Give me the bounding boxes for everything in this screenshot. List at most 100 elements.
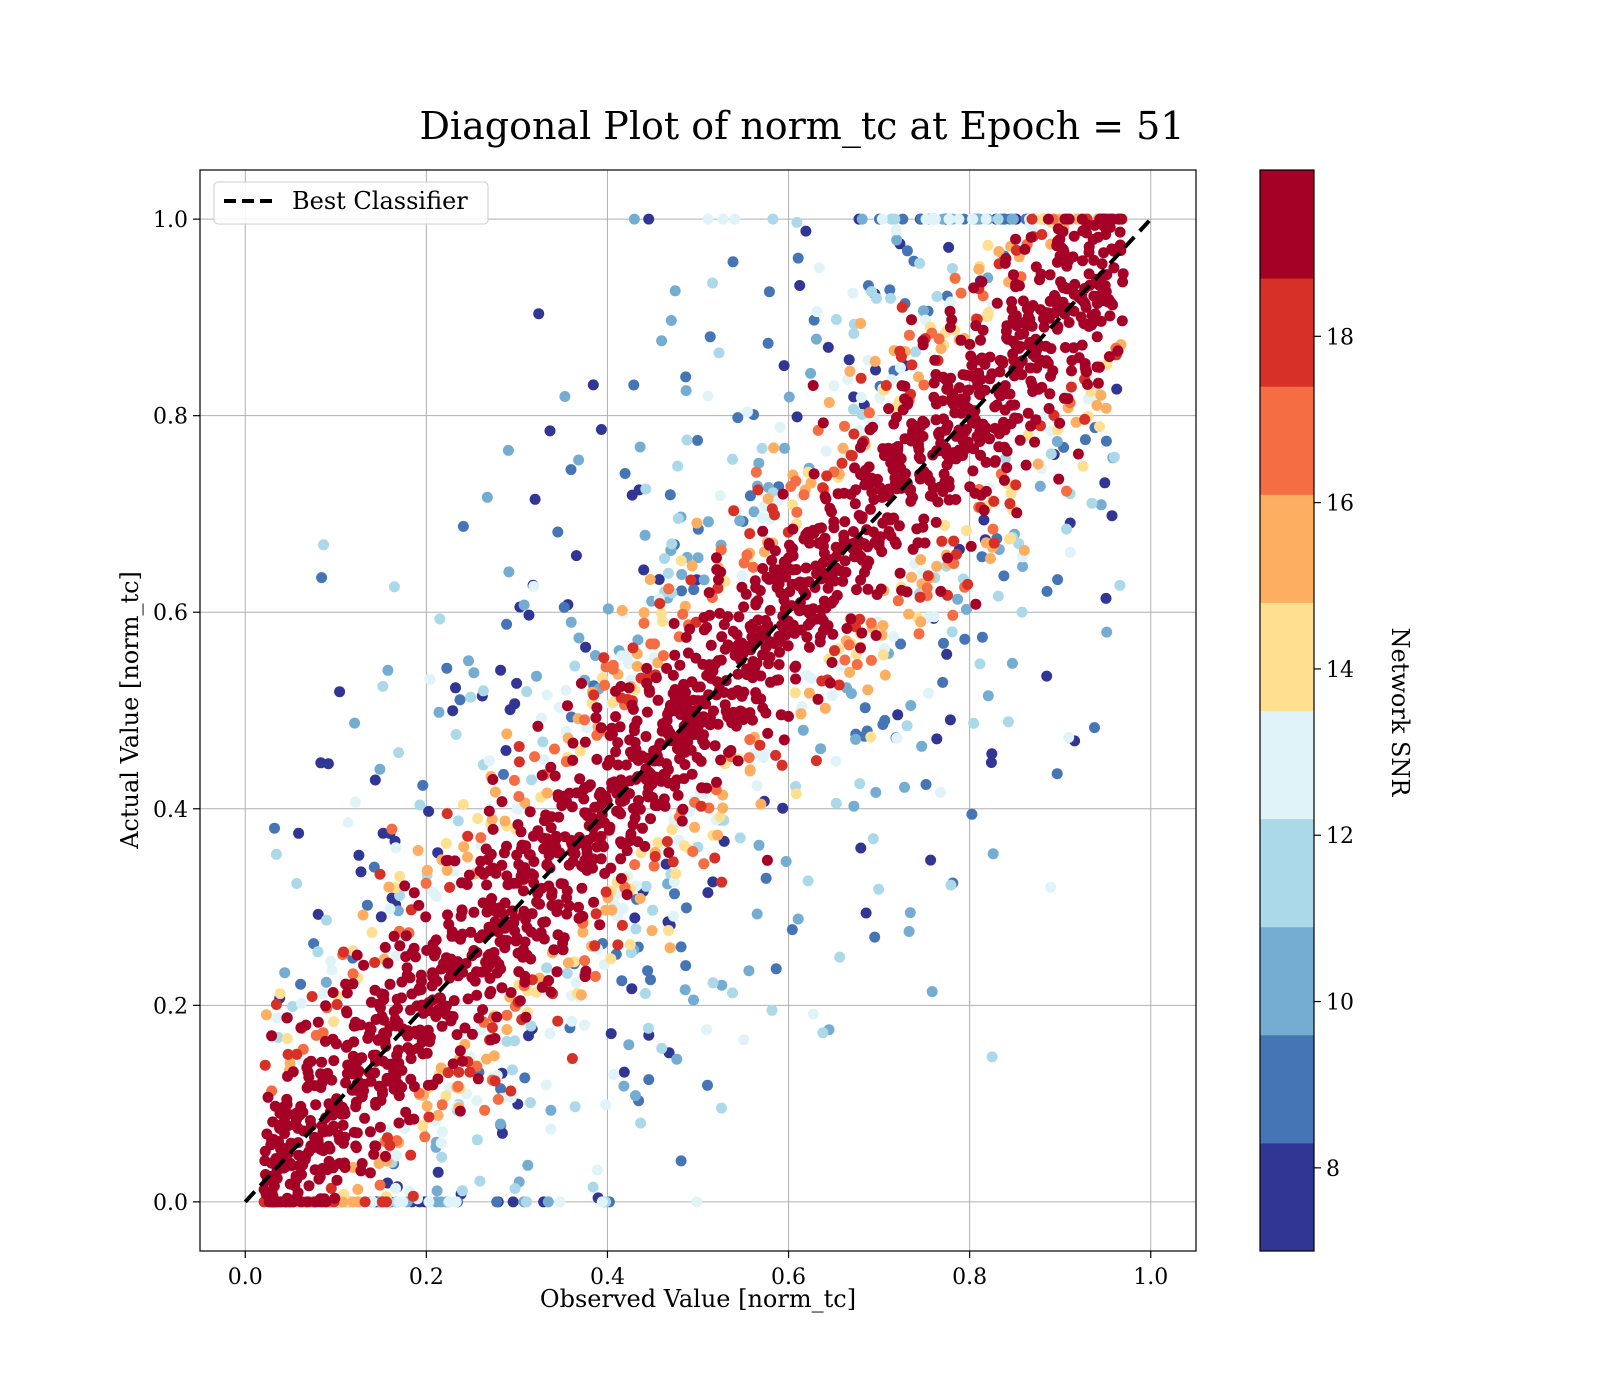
scatter-point bbox=[790, 788, 802, 800]
scatter-point bbox=[424, 673, 436, 685]
scatter-point bbox=[393, 1117, 405, 1129]
scatter-point bbox=[1116, 315, 1128, 327]
scatter-point bbox=[634, 893, 646, 904]
scatter-point bbox=[702, 516, 714, 528]
scatter-point bbox=[823, 397, 835, 408]
scatter-point bbox=[912, 537, 924, 549]
scatter-point bbox=[644, 686, 655, 698]
scatter-point bbox=[615, 873, 627, 884]
scatter-point bbox=[1106, 213, 1118, 225]
scatter-point bbox=[855, 442, 866, 453]
scatter-point bbox=[459, 1022, 471, 1034]
scatter-point bbox=[880, 380, 892, 391]
scatter-point bbox=[554, 1196, 566, 1208]
scatter-point bbox=[945, 879, 957, 891]
y-tick-label: 0.0 bbox=[153, 1191, 188, 1216]
scatter-point bbox=[330, 1038, 342, 1050]
scatter-point bbox=[884, 514, 896, 526]
scatter-point bbox=[382, 957, 394, 969]
scatter-point bbox=[929, 354, 941, 366]
scatter-point bbox=[428, 969, 440, 981]
scatter-point bbox=[468, 667, 480, 679]
scatter-point bbox=[943, 475, 955, 487]
scatter-point bbox=[415, 984, 427, 996]
scatter-point bbox=[959, 392, 971, 404]
scatter-point bbox=[483, 755, 495, 767]
scatter-point bbox=[431, 1185, 443, 1197]
scatter-point bbox=[884, 284, 896, 296]
scatter-point bbox=[447, 705, 459, 717]
scatter-point bbox=[436, 1099, 448, 1111]
scatter-point bbox=[481, 1053, 492, 1065]
scatter-point bbox=[574, 773, 586, 785]
scatter-point bbox=[489, 1075, 501, 1087]
scatter-point bbox=[350, 1140, 362, 1152]
scatter-point bbox=[349, 796, 361, 808]
scatter-point bbox=[647, 904, 659, 916]
scatter-point bbox=[689, 821, 701, 833]
scatter-point bbox=[961, 424, 972, 435]
scatter-point bbox=[669, 888, 680, 900]
scatter-point bbox=[429, 950, 440, 962]
scatter-point bbox=[393, 747, 405, 759]
scatter-point bbox=[935, 343, 947, 355]
scatter-point bbox=[471, 989, 483, 1001]
scatter-point bbox=[808, 314, 820, 326]
scatter-point bbox=[303, 1071, 315, 1083]
chart-title: Diagonal Plot of norm_tc at Epoch = 51 bbox=[419, 104, 1184, 149]
scatter-point bbox=[432, 1109, 444, 1121]
scatter-point bbox=[657, 650, 669, 662]
scatter-point bbox=[1010, 320, 1022, 331]
scatter-point bbox=[351, 949, 363, 961]
scatter-point bbox=[1080, 301, 1092, 313]
scatter-point bbox=[743, 965, 755, 977]
scatter-point bbox=[442, 909, 453, 921]
scatter-point bbox=[836, 457, 848, 469]
scatter-point bbox=[889, 536, 901, 548]
scatter-point bbox=[913, 451, 925, 463]
scatter-point bbox=[978, 504, 990, 516]
scatter-point bbox=[1088, 290, 1100, 302]
scatter-point bbox=[786, 924, 798, 936]
scatter-point bbox=[862, 541, 873, 553]
scatter-point bbox=[887, 631, 899, 642]
scatter-point bbox=[450, 729, 462, 740]
scatter-point bbox=[1024, 319, 1035, 331]
scatter-point bbox=[675, 555, 687, 567]
scatter-point bbox=[830, 755, 842, 767]
scatter-point bbox=[712, 718, 724, 730]
scatter-point bbox=[894, 362, 906, 374]
scatter-point bbox=[775, 636, 787, 647]
scatter-point bbox=[629, 859, 641, 871]
scatter-point bbox=[822, 620, 834, 632]
scatter-point bbox=[692, 552, 704, 564]
scatter-point bbox=[351, 1127, 363, 1139]
scatter-point bbox=[981, 431, 993, 443]
scatter-point bbox=[946, 314, 958, 326]
scatter-point bbox=[842, 374, 854, 385]
scatter-point bbox=[955, 334, 967, 346]
scatter-point bbox=[269, 1173, 281, 1185]
scatter-point bbox=[412, 1042, 424, 1054]
scatter-point bbox=[549, 770, 561, 782]
scatter-point bbox=[1016, 606, 1028, 618]
scatter-point bbox=[577, 910, 589, 922]
scatter-point bbox=[602, 603, 614, 615]
scatter-point bbox=[614, 721, 626, 733]
x-tick-label: 0.8 bbox=[952, 1265, 987, 1290]
scatter-point bbox=[757, 563, 769, 574]
scatter-point bbox=[561, 908, 573, 920]
scatter-point bbox=[713, 347, 725, 359]
scatter-point bbox=[764, 636, 776, 648]
scatter-point bbox=[565, 464, 577, 476]
scatter-point bbox=[1104, 310, 1116, 322]
scatter-point bbox=[734, 832, 746, 844]
colorbar-bin bbox=[1260, 926, 1314, 1036]
scatter-point bbox=[856, 627, 868, 639]
scatter-point bbox=[289, 1180, 301, 1192]
scatter-point bbox=[310, 1029, 322, 1041]
scatter-point bbox=[528, 580, 540, 592]
scatter-point bbox=[917, 521, 929, 533]
scatter-point bbox=[492, 925, 504, 937]
scatter-point bbox=[492, 1093, 504, 1105]
